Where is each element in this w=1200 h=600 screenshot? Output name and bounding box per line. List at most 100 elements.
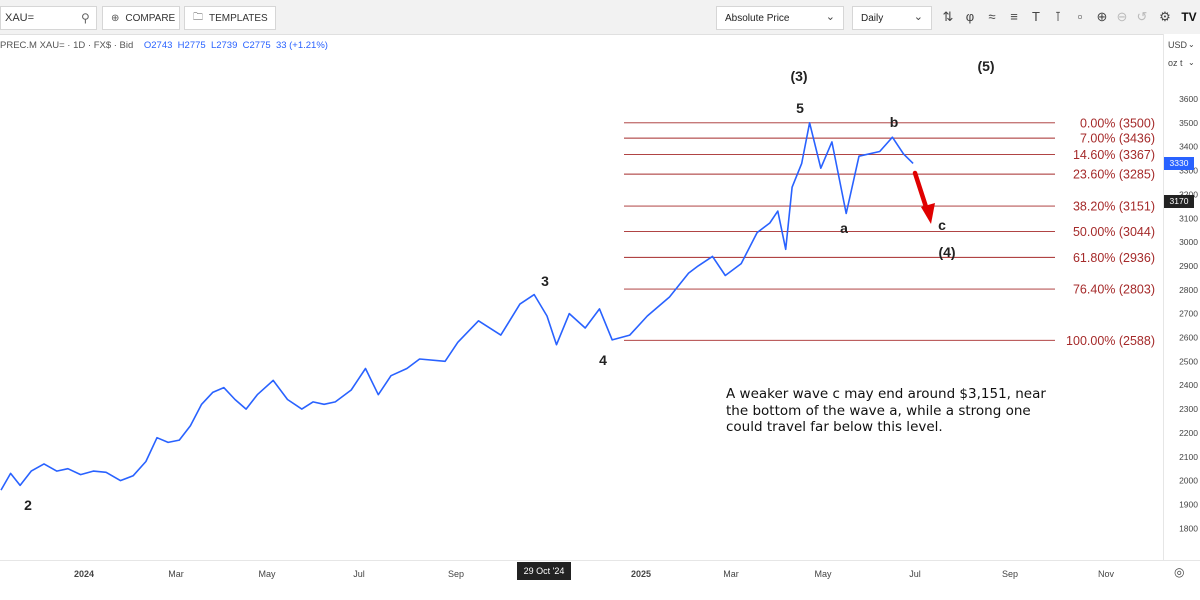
time-axis[interactable]: 2024 Mar May Jul Sep 2025 Mar May Jul Sep Nov [0, 560, 1200, 595]
wave-label-big5: (5) [977, 58, 994, 74]
wave-label-c: c [938, 217, 946, 233]
price-mode-select[interactable]: Absolute Price ⌄ [716, 6, 844, 30]
text-icon[interactable]: T [1032, 9, 1040, 24]
unit-select[interactable]: oz t [1168, 58, 1183, 68]
interval-value: Daily [861, 13, 884, 24]
wave-label-a: a [840, 220, 848, 236]
open-value: O2743 [143, 40, 173, 51]
fib-label: 61.80% (2936) [1073, 251, 1155, 265]
price-chart[interactable]: 0.00% (3500) 7.00% (3436) 14.60% (3367) 23.… [0, 34, 1163, 560]
wave-label-big4: (4) [938, 244, 955, 260]
currency-select[interactable]: USD [1168, 40, 1188, 50]
high-value: H2775 [177, 40, 206, 51]
wave-label-w4: 4 [599, 352, 607, 368]
fibonacci-retracement: 0.00% (3500) 7.00% (3436) 14.60% (3367) 23.… [624, 116, 1155, 348]
wave-labels: 2 3 4 5 (3) (5) (4) a b c [24, 58, 994, 513]
waves-icon[interactable]: ≈ [988, 9, 996, 24]
x-tick-label: 2024 [74, 569, 94, 579]
chevron-down-icon: ⌄ [913, 11, 923, 23]
analysis-note: A weaker wave c may end around $3,151, n… [726, 386, 1046, 435]
undo-icon[interactable]: ↺ [1136, 9, 1148, 24]
chevron-down-icon[interactable]: ⌄ [1188, 58, 1195, 67]
fib-label: 23.60% (3285) [1073, 168, 1155, 182]
y-tick-label: 2100 [1179, 452, 1198, 462]
x-tick-label: May [258, 569, 276, 579]
symbol-text: XAU= [5, 12, 35, 24]
y-tick-label: 3400 [1179, 142, 1198, 152]
fib-label: 7.00% (3436) [1080, 132, 1155, 146]
x-tick-label: Mar [168, 569, 184, 579]
compare-button[interactable]: ⊕ COMPARE [102, 6, 180, 30]
fib-icon[interactable]: ≡ [1010, 9, 1018, 24]
compare-label: COMPARE [125, 12, 176, 24]
y-tick-label: 3300 [1179, 166, 1198, 176]
y-tick-label: 3500 [1179, 118, 1198, 128]
candles-icon[interactable]: ⇅ [942, 9, 954, 24]
y-tick-label: 2700 [1179, 309, 1198, 319]
x-tick-label: May [814, 569, 832, 579]
wave-label-big3: (3) [790, 68, 807, 84]
price-line [0, 122, 914, 491]
fib-label: 100.00% (2588) [1066, 334, 1155, 348]
close-value: C2775 [242, 40, 271, 51]
templates-button[interactable]: 🗀 TEMPLATES [184, 6, 276, 30]
zoom-out-icon[interactable]: ⊖ [1116, 9, 1128, 24]
zoom-in-icon[interactable]: ⊕ [1096, 9, 1108, 24]
folder-icon: 🗀 [193, 11, 203, 23]
y-tick-label: 2600 [1179, 333, 1198, 343]
x-tick-label: 2025 [631, 569, 651, 579]
y-tick-label: 2000 [1179, 476, 1198, 486]
x-tick-label: Nov [1098, 569, 1115, 579]
templates-label: TEMPLATES [209, 12, 268, 24]
price-badge: 3170 [1164, 195, 1194, 209]
wave-label-w5: 5 [796, 100, 804, 116]
x-tick-label: Jul [353, 569, 365, 579]
arrow-head [921, 203, 935, 224]
ohlc-legend: PREC.M XAU= · 1D · FX$ · Bid O2743 H2775… [0, 40, 328, 51]
wave-label-w2: 2 [24, 497, 32, 513]
fib-label: 0.00% (3500) [1080, 116, 1155, 130]
low-value: L2739 [210, 40, 238, 51]
fib-label: 50.00% (3044) [1073, 225, 1155, 239]
x-axis: 2024 Mar May Jul Sep 2025 Mar May Jul Sep Nov [74, 569, 1115, 579]
price-scale[interactable]: USD ⌄ oz t ⌄ 3600 3500 3400 3300 3200 3100 300… [1163, 34, 1200, 560]
settings-icon[interactable]: ⚙ [1159, 9, 1171, 24]
instrument-label: PREC.M XAU= · 1D · FX$ · Bid [0, 40, 134, 51]
y-tick-label: 1800 [1179, 523, 1198, 533]
y-tick-label: 2200 [1179, 428, 1198, 438]
x-tick-label: Sep [448, 569, 464, 579]
price-series [0, 122, 914, 491]
y-axis: 3600 3500 3400 3300 3200 3100 3000 2900 2800 2700… [1179, 94, 1198, 533]
wave-label-w3: 3 [541, 273, 549, 289]
fib-label: 38.20% (3151) [1073, 200, 1155, 214]
y-tick-label: 3000 [1179, 237, 1198, 247]
x-tick-label: Sep [1002, 569, 1018, 579]
x-tick-label: Jul [909, 569, 921, 579]
y-tick-label: 3600 [1179, 94, 1198, 104]
y-tick-label: 1900 [1179, 499, 1198, 509]
change-value: 33 (+1.21%) [275, 40, 328, 51]
crosshair-date-badge: 29 Oct '24 [517, 562, 571, 580]
fib-label: 76.40% (2803) [1073, 283, 1155, 297]
y-tick-label: 3100 [1179, 213, 1198, 223]
shapes-icon[interactable]: ▫ [1077, 9, 1083, 24]
x-tick-label: Mar [723, 569, 739, 579]
axis-settings-icon[interactable]: ◎ [1174, 565, 1185, 579]
indicators-icon[interactable]: φ [965, 9, 975, 24]
interval-select[interactable]: Daily ⌄ [852, 6, 932, 30]
trend-tool-icon[interactable]: ⊺ [1054, 9, 1062, 24]
y-tick-label: 2900 [1179, 261, 1198, 271]
plus-circle-icon: ⊕ [111, 12, 120, 24]
y-tick-label: 3200 [1179, 189, 1198, 199]
tradingview-logo-icon: TV [1181, 10, 1197, 24]
search-icon[interactable]: ⚲ [81, 11, 90, 25]
wave-label-b: b [890, 114, 899, 130]
projection-arrow [912, 170, 935, 224]
price-badge: 3330 [1164, 156, 1194, 170]
y-tick-label: 2800 [1179, 285, 1198, 295]
arrow-shaft [912, 170, 930, 213]
symbol-search-input[interactable]: XAU= ⚲ [0, 6, 97, 30]
price-mode-value: Absolute Price [725, 13, 790, 24]
y-tick-label: 2500 [1179, 356, 1198, 366]
chevron-down-icon[interactable]: ⌄ [1188, 40, 1195, 49]
